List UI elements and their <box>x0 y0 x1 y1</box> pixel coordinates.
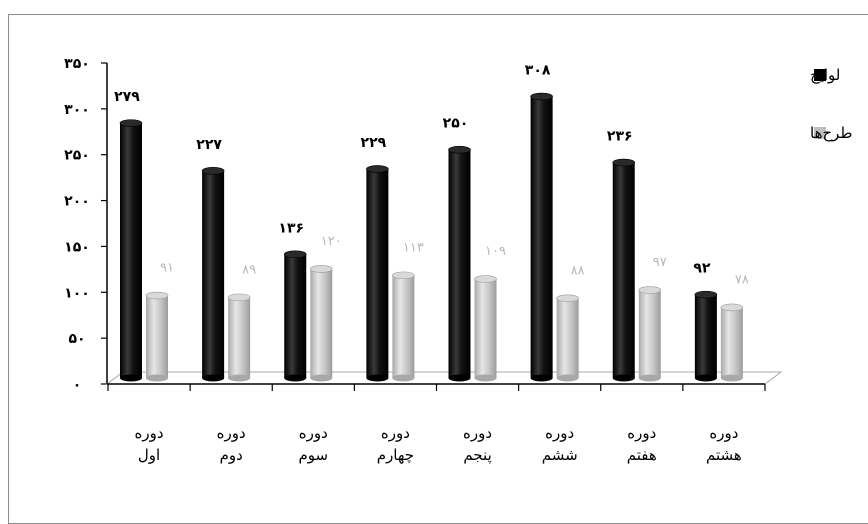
bar-lavayeh <box>612 158 636 382</box>
bar-lavayeh <box>530 92 553 382</box>
y-tick-label: ۳۰۰ <box>64 102 90 118</box>
y-tick-label: ۵۰ <box>68 331 85 347</box>
category-label: پنجم <box>463 446 491 465</box>
data-label-tarhha: ۸۹ <box>242 262 256 277</box>
bars <box>119 92 744 382</box>
data-label-lavayeh: ۲۲۹ <box>361 135 387 151</box>
data-label-lavayeh: ۳۰۸ <box>525 63 551 79</box>
bar-tarhha <box>145 291 169 382</box>
category-label: اول <box>138 446 160 464</box>
data-label-tarhha: ۱۱۳ <box>403 240 424 255</box>
legend-label-lavayeh: لوایح <box>810 66 840 84</box>
bar-lavayeh <box>283 250 307 382</box>
bar-lavayeh <box>448 145 471 382</box>
bar-lavayeh <box>694 290 718 382</box>
category-label: دوره <box>545 424 574 442</box>
axes: ۰ ۵۰ ۱۰۰ ۱۵۰ ۲۰۰ ۲۵۰ ۳۰۰ ۳۵۰ دوره اول دوره دوم دوره س… <box>64 56 783 465</box>
y-tick-label: ۳۵۰ <box>64 56 90 72</box>
legend-swatch-tarhha <box>814 127 826 139</box>
category-label: دوره <box>135 424 164 442</box>
category-label: دوم <box>220 446 243 464</box>
y-tick-label: ۱۰۰ <box>64 285 90 301</box>
legend: لوایح طرح‌ها <box>810 66 852 142</box>
data-label-tarhha: ۱۲۰ <box>321 234 342 249</box>
category-label: دوره <box>381 424 410 442</box>
bar-tarhha <box>227 293 251 382</box>
bar-tarhha <box>392 271 415 382</box>
data-label-tarhha: ۹۱ <box>160 261 174 276</box>
bar-tarhha <box>638 286 662 382</box>
category-label: سوم <box>299 446 329 464</box>
data-label-lavayeh: ۲۷۹ <box>114 89 140 105</box>
category-label: دوره <box>217 424 246 442</box>
y-tick-label: ۰ <box>73 377 82 393</box>
data-label-tarhha: ۱۰۹ <box>485 244 506 259</box>
category-label: چهارم <box>377 446 414 464</box>
y-tick-label: ۱۵۰ <box>64 239 90 255</box>
bar-tarhha <box>720 303 744 382</box>
data-label-lavayeh: ۲۲۷ <box>196 137 222 153</box>
category-label: دوره <box>299 424 328 442</box>
data-labels: ۲۷۹ ۲۲۷ ۱۳۶ ۲۲۹ ۲۵۰ ۳۰۸ ۲۳۶ ۹۲ ۹۱ ۸۹ ۱۲۰ ۱۱۳ ۱۰۹ ۸۸ ۹۷… <box>114 63 749 288</box>
bar-lavayeh <box>366 165 389 382</box>
y-tick-label: ۲۵۰ <box>64 148 90 164</box>
category-label: هفتم <box>627 446 657 464</box>
bar-tarhha <box>309 265 333 382</box>
data-label-lavayeh: ۲۵۰ <box>443 116 469 132</box>
bar-tarhha <box>556 294 579 382</box>
data-label-lavayeh: ۲۳۶ <box>607 129 633 145</box>
data-label-lavayeh: ۱۳۶ <box>278 220 304 236</box>
category-label: ششم <box>542 446 578 464</box>
category-label: دوره <box>627 424 656 442</box>
bar-lavayeh <box>201 167 225 382</box>
data-label-tarhha: ۸۸ <box>571 263 585 278</box>
bar-chart: ۰ ۵۰ ۱۰۰ ۱۵۰ ۲۰۰ ۲۵۰ ۳۰۰ ۳۵۰ دوره اول دوره دوم دوره س… <box>64 56 852 465</box>
legend-swatch-lavayeh <box>814 69 826 81</box>
bar-lavayeh <box>119 119 143 382</box>
bar-tarhha <box>474 275 497 382</box>
legend-label-tarhha: طرح‌ها <box>810 124 852 142</box>
data-label-lavayeh: ۹۲ <box>693 261 711 277</box>
data-label-tarhha: ۹۷ <box>653 255 667 270</box>
category-label: هشتم <box>706 446 742 464</box>
category-label: دوره <box>709 424 738 442</box>
category-label: دوره <box>463 424 492 442</box>
data-label-tarhha: ۷۸ <box>735 272 749 287</box>
y-tick-label: ۲۰۰ <box>64 194 90 210</box>
